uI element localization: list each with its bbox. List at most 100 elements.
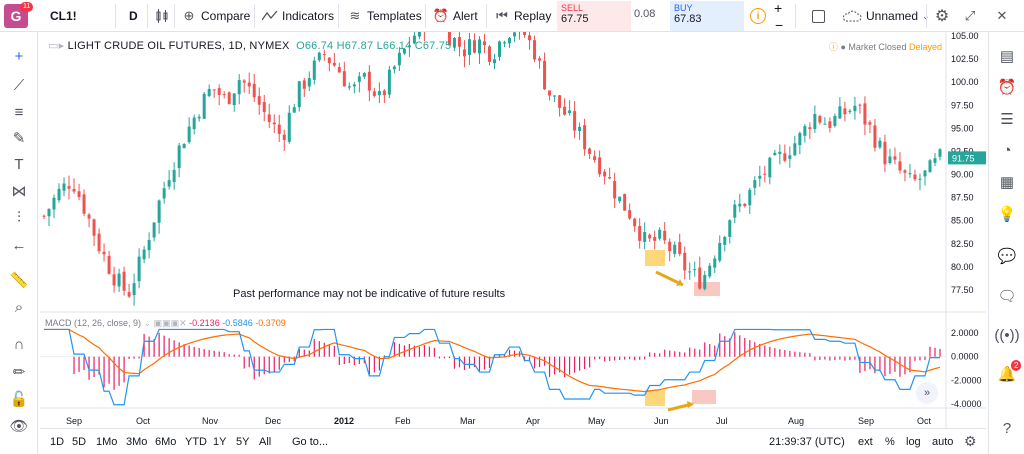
crosshair-tool[interactable]: + (9, 46, 29, 66)
range-button-6mo[interactable]: 6Mo (155, 436, 177, 448)
divider (174, 4, 175, 28)
data-window-button[interactable]: ☰ (997, 109, 1017, 129)
percent-toggle[interactable]: % (885, 436, 895, 448)
ideas-button[interactable]: 💡 (997, 204, 1017, 224)
range-button-3mo[interactable]: 3Mo (126, 436, 148, 448)
sell-button[interactable]: SELL 67.75 (557, 1, 631, 31)
info-button[interactable]: i (750, 0, 766, 32)
chart-canvas[interactable]: 105.00102.50100.0097.5095.0092.5090.0087… (40, 32, 986, 428)
minus-button[interactable]: − (775, 9, 783, 41)
trend-line-tool[interactable]: ⟋ (9, 75, 29, 95)
calendar-button[interactable]: ▦ (997, 172, 1017, 192)
help-button[interactable]: ? (997, 418, 1017, 438)
collapse-icon[interactable]: ▭▸ (48, 40, 65, 52)
close-panel-button[interactable]: ✕ (994, 0, 1010, 32)
replay-button[interactable]: ⏮ Replay (494, 0, 551, 32)
candle-body (688, 271, 692, 273)
ruler-tool[interactable]: 📏 (9, 270, 29, 290)
alerts-button[interactable]: ⏰ (997, 77, 1017, 97)
fullscreen-select-button[interactable] (812, 0, 825, 32)
buy-button[interactable]: BUY 67.83 (670, 1, 744, 31)
price-tick-label: 85.00 (951, 216, 974, 226)
range-button-5d[interactable]: 5D (72, 436, 87, 448)
symbol-search[interactable]: CL1! (50, 0, 77, 32)
goto-button[interactable]: Go to... (292, 436, 329, 448)
fullscreen-button[interactable]: ⤢ (962, 0, 978, 32)
chat-button[interactable]: 💬 (997, 246, 1017, 266)
lock-drawing-tool[interactable]: ✏ (9, 362, 29, 382)
candle-body (127, 292, 131, 297)
indicators-button[interactable]: Indicators (262, 0, 334, 32)
candle-body (523, 32, 527, 35)
sell-label: SELL (561, 3, 584, 13)
price-tick-label: 77.50 (951, 285, 974, 295)
range-button-ytd[interactable]: YTD (185, 436, 207, 448)
candle-body (528, 35, 532, 41)
message-icon: 🗨 (997, 288, 1017, 305)
ext-toggle[interactable]: ext (858, 436, 873, 448)
time-tick-label: Oct (917, 416, 932, 426)
candle-body (638, 226, 642, 241)
range-button-1mo[interactable]: 1Mo (96, 436, 118, 448)
candle-body (833, 116, 837, 126)
chart-pane[interactable]: 105.00102.50100.0097.5095.0092.5090.0087… (40, 32, 986, 428)
pattern-tool[interactable]: ⋈ (9, 181, 29, 201)
prediction-tool[interactable]: ⫶ (9, 207, 29, 227)
chart-settings-button[interactable]: ⚙ (964, 433, 977, 450)
notifications-button[interactable]: 🔔 (997, 364, 1017, 384)
candle-body (137, 256, 141, 282)
macd-controls-icon[interactable]: ⌄ ▣▣▣✕ (143, 318, 187, 328)
candle-body (192, 117, 196, 130)
hotlist-button[interactable]: ◔ (997, 140, 1017, 160)
candle-body (743, 203, 747, 207)
lock-tool[interactable]: 🔓 (9, 389, 29, 409)
layout-button[interactable]: Unnamed ⌄ (842, 0, 930, 32)
back-tool[interactable]: ← (9, 235, 29, 255)
trend-line-icon: ⟋ (13, 76, 25, 94)
macd-tick-label: 0.0000 (951, 352, 979, 362)
plus-button[interactable]: + (774, 0, 782, 24)
interval-button[interactable]: D (129, 0, 138, 32)
alert-label: Alert (453, 9, 478, 23)
candle-body (227, 92, 231, 104)
candle-body (863, 103, 867, 125)
clock-icon: ◔ (1002, 141, 1012, 159)
candle-body (277, 124, 281, 134)
streams-button[interactable]: ((•)) (994, 325, 1019, 345)
bell-icon: 🔔 (997, 366, 1017, 383)
candle-body (357, 76, 361, 82)
zoom-tool[interactable]: ⌕ (9, 297, 29, 317)
bottom-toolbar: 1D 5D 1Mo 3Mo 6Mo YTD 1Y 5Y All Go to... 21:39:3… (40, 428, 986, 454)
last-price-label: 91.75 (952, 153, 975, 163)
range-button-1y[interactable]: 1Y (213, 436, 227, 448)
settings-button[interactable]: ⚙ (934, 0, 950, 32)
scroll-to-realtime-button[interactable]: » (916, 382, 938, 404)
range-button-all[interactable]: All (259, 436, 272, 448)
log-toggle[interactable]: log (906, 436, 921, 448)
visibility-tool[interactable]: 👁 (9, 416, 29, 436)
candle-body (152, 222, 156, 238)
range-button-5y[interactable]: 5Y (236, 436, 250, 448)
range-button-1d[interactable]: 1D (50, 436, 65, 448)
compare-button[interactable]: ⊕ Compare (181, 0, 251, 32)
fib-tool[interactable]: ≡ (9, 102, 29, 122)
text-tool[interactable]: T (9, 154, 29, 174)
candle-body (773, 152, 777, 156)
candle-body (392, 66, 396, 70)
candle-body (217, 88, 221, 95)
candle-body (42, 215, 46, 217)
candle-body (202, 93, 206, 119)
chart-style-button[interactable] (154, 0, 170, 32)
messages-button[interactable]: 🗨 (997, 286, 1017, 306)
magnet-tool[interactable]: ∩ (9, 334, 29, 354)
candle-body (47, 209, 51, 217)
templates-button[interactable]: ≋ Templates (347, 0, 422, 32)
macd-tick-label: -4.0000 (951, 399, 982, 409)
candle-body (67, 186, 71, 189)
auto-toggle[interactable]: auto (932, 436, 954, 448)
candle-body (663, 230, 667, 241)
alert-button[interactable]: ⏰ Alert (433, 0, 478, 32)
watchlist-button[interactable]: ▤ (997, 46, 1017, 66)
brush-tool[interactable]: ✎ (9, 128, 29, 148)
lock-icon: 🔓 (9, 391, 29, 408)
